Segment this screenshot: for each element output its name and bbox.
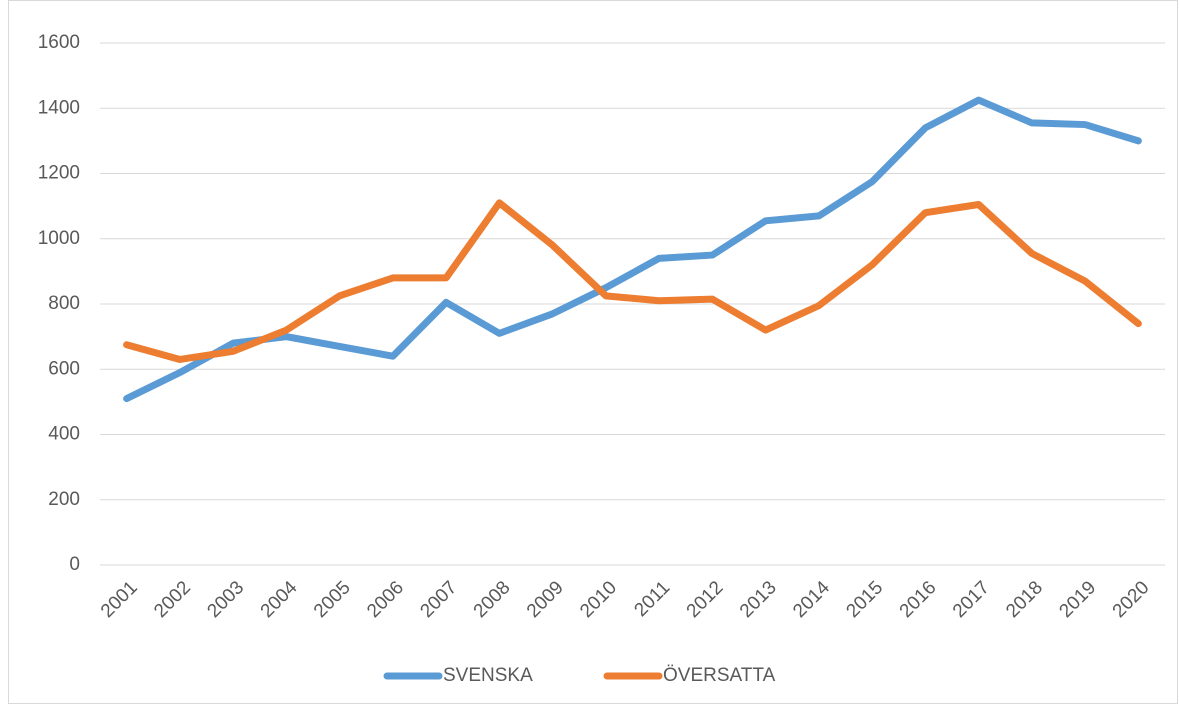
y-tick-label: 1600 <box>38 32 80 53</box>
y-tick-label: 1400 <box>38 97 80 118</box>
chart-border <box>8 0 1178 704</box>
y-tick-label: 0 <box>69 554 80 575</box>
line-series <box>123 96 1142 403</box>
y-tick-label: 800 <box>48 293 80 314</box>
y-tick-label: 1000 <box>38 228 80 249</box>
y-tick-label: 1200 <box>38 163 80 184</box>
line-series <box>123 199 1142 363</box>
y-tick-label: 600 <box>48 358 80 379</box>
y-tick-label: 400 <box>48 424 80 445</box>
legend-label: SVENSKA <box>443 665 533 686</box>
legend-label: ÖVERSATTA <box>663 665 776 686</box>
y-tick-label: 200 <box>48 489 80 510</box>
